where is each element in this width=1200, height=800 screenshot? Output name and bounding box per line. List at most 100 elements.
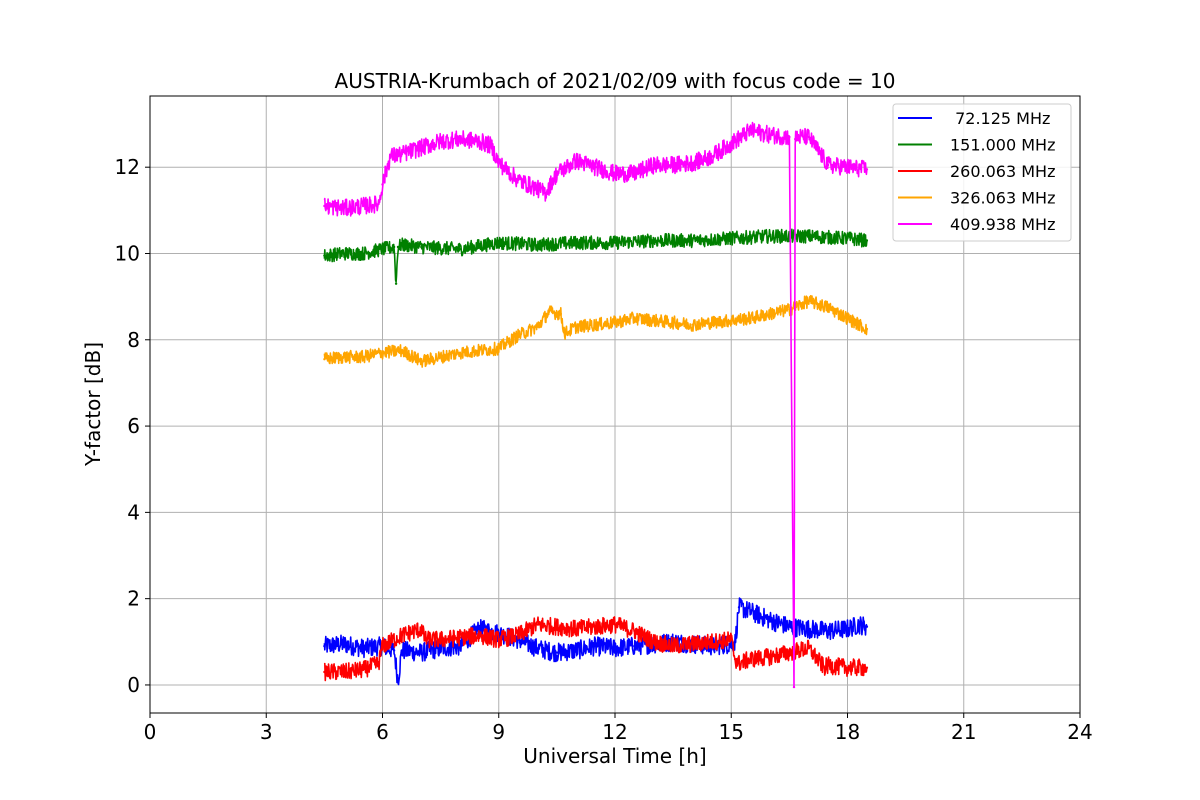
data-point (733, 657, 737, 661)
data-point (613, 647, 617, 650)
data-point (710, 155, 714, 158)
data-point (575, 649, 578, 652)
data-point (536, 325, 539, 328)
series-1 (323, 228, 869, 285)
data-point (392, 245, 396, 249)
x-axis-label: Universal Time [h] (523, 744, 706, 768)
data-point (710, 321, 714, 324)
data-point (555, 651, 559, 654)
y-tick-label: 12 (115, 155, 140, 179)
y-tick-label: 2 (127, 587, 140, 611)
y-axis-ticks: 0 2 4 6 8 10 12 (115, 155, 150, 697)
data-point (594, 323, 597, 326)
data-point (439, 647, 442, 650)
legend-item: 326.063 MHz (898, 189, 1055, 208)
x-axis-ticks: 0 3 6 9 12 15 18 21 24 (144, 713, 1093, 744)
data-point (749, 317, 752, 320)
data-point (439, 638, 442, 641)
data-point (768, 619, 772, 622)
data-point (652, 239, 655, 242)
data-point (323, 204, 326, 208)
data-point (788, 625, 791, 628)
data-point (342, 670, 345, 674)
data-point (420, 146, 423, 149)
y-tick-label: 8 (127, 328, 140, 352)
x-tick-label: 15 (719, 720, 744, 744)
x-tick-label: 21 (951, 720, 976, 744)
data-point (671, 644, 675, 648)
data-point (458, 137, 462, 141)
data-point (389, 155, 392, 158)
data-point (381, 183, 384, 186)
y-tick-label: 0 (127, 673, 140, 697)
data-point (865, 666, 869, 669)
x-tick-label: 12 (602, 720, 627, 744)
data-point (826, 306, 830, 309)
x-tick-label: 0 (144, 720, 157, 744)
data-point (691, 161, 694, 165)
data-point (671, 321, 675, 324)
series-3 (323, 294, 869, 368)
legend: 72.125 MHz 151.000 MHz 260.063 MHz 326.063 … (892, 103, 1072, 242)
data-point (594, 644, 597, 648)
series-line (323, 228, 868, 283)
data-point (826, 163, 830, 167)
x-tick-label: 6 (376, 720, 389, 744)
data-point (377, 662, 380, 665)
data-point (377, 202, 380, 206)
data-point (613, 241, 617, 244)
data-point (392, 649, 396, 652)
data-point (807, 647, 810, 650)
data-point (323, 358, 326, 361)
data-point (458, 248, 462, 251)
data-point (497, 638, 500, 641)
data-point (323, 644, 326, 648)
y-tick-label: 6 (127, 414, 140, 438)
data-point (536, 623, 539, 626)
data-point (439, 355, 442, 359)
data-point (865, 168, 869, 171)
data-point (342, 355, 345, 359)
legend-item: 151.000 MHz (898, 136, 1055, 155)
data-point (381, 644, 384, 648)
data-point (458, 351, 462, 354)
data-point (478, 140, 481, 143)
data-point (420, 651, 423, 654)
data-point (342, 207, 345, 210)
data-point (497, 347, 500, 350)
data-point (547, 310, 551, 313)
series-2 (323, 616, 869, 682)
data-point (846, 317, 849, 320)
data-point (342, 642, 345, 646)
data-point (768, 655, 772, 659)
data-point (730, 142, 733, 145)
data-point (516, 178, 520, 182)
data-point (381, 248, 384, 251)
legend-item: 72.125 MHz (898, 109, 1050, 128)
data-point (807, 235, 810, 238)
data-point (807, 135, 810, 139)
data-point (544, 191, 547, 195)
data-point (846, 627, 849, 631)
data-point (652, 319, 655, 322)
data-point (788, 135, 791, 139)
data-point (792, 685, 796, 689)
data-point (478, 634, 481, 637)
data-point (846, 666, 849, 669)
data-point (342, 252, 345, 255)
y-tick-label: 10 (115, 241, 140, 265)
data-point (768, 133, 772, 136)
data-point (691, 323, 694, 326)
data-point (423, 638, 427, 641)
data-point (361, 647, 365, 650)
data-point (807, 299, 810, 303)
data-point (555, 172, 559, 175)
data-point (489, 144, 493, 147)
data-point (749, 657, 752, 661)
data-point (400, 634, 404, 637)
data-point (536, 647, 539, 650)
data-point (420, 360, 423, 363)
data-point (478, 349, 481, 352)
data-point (400, 153, 404, 156)
series-layer (323, 121, 869, 689)
